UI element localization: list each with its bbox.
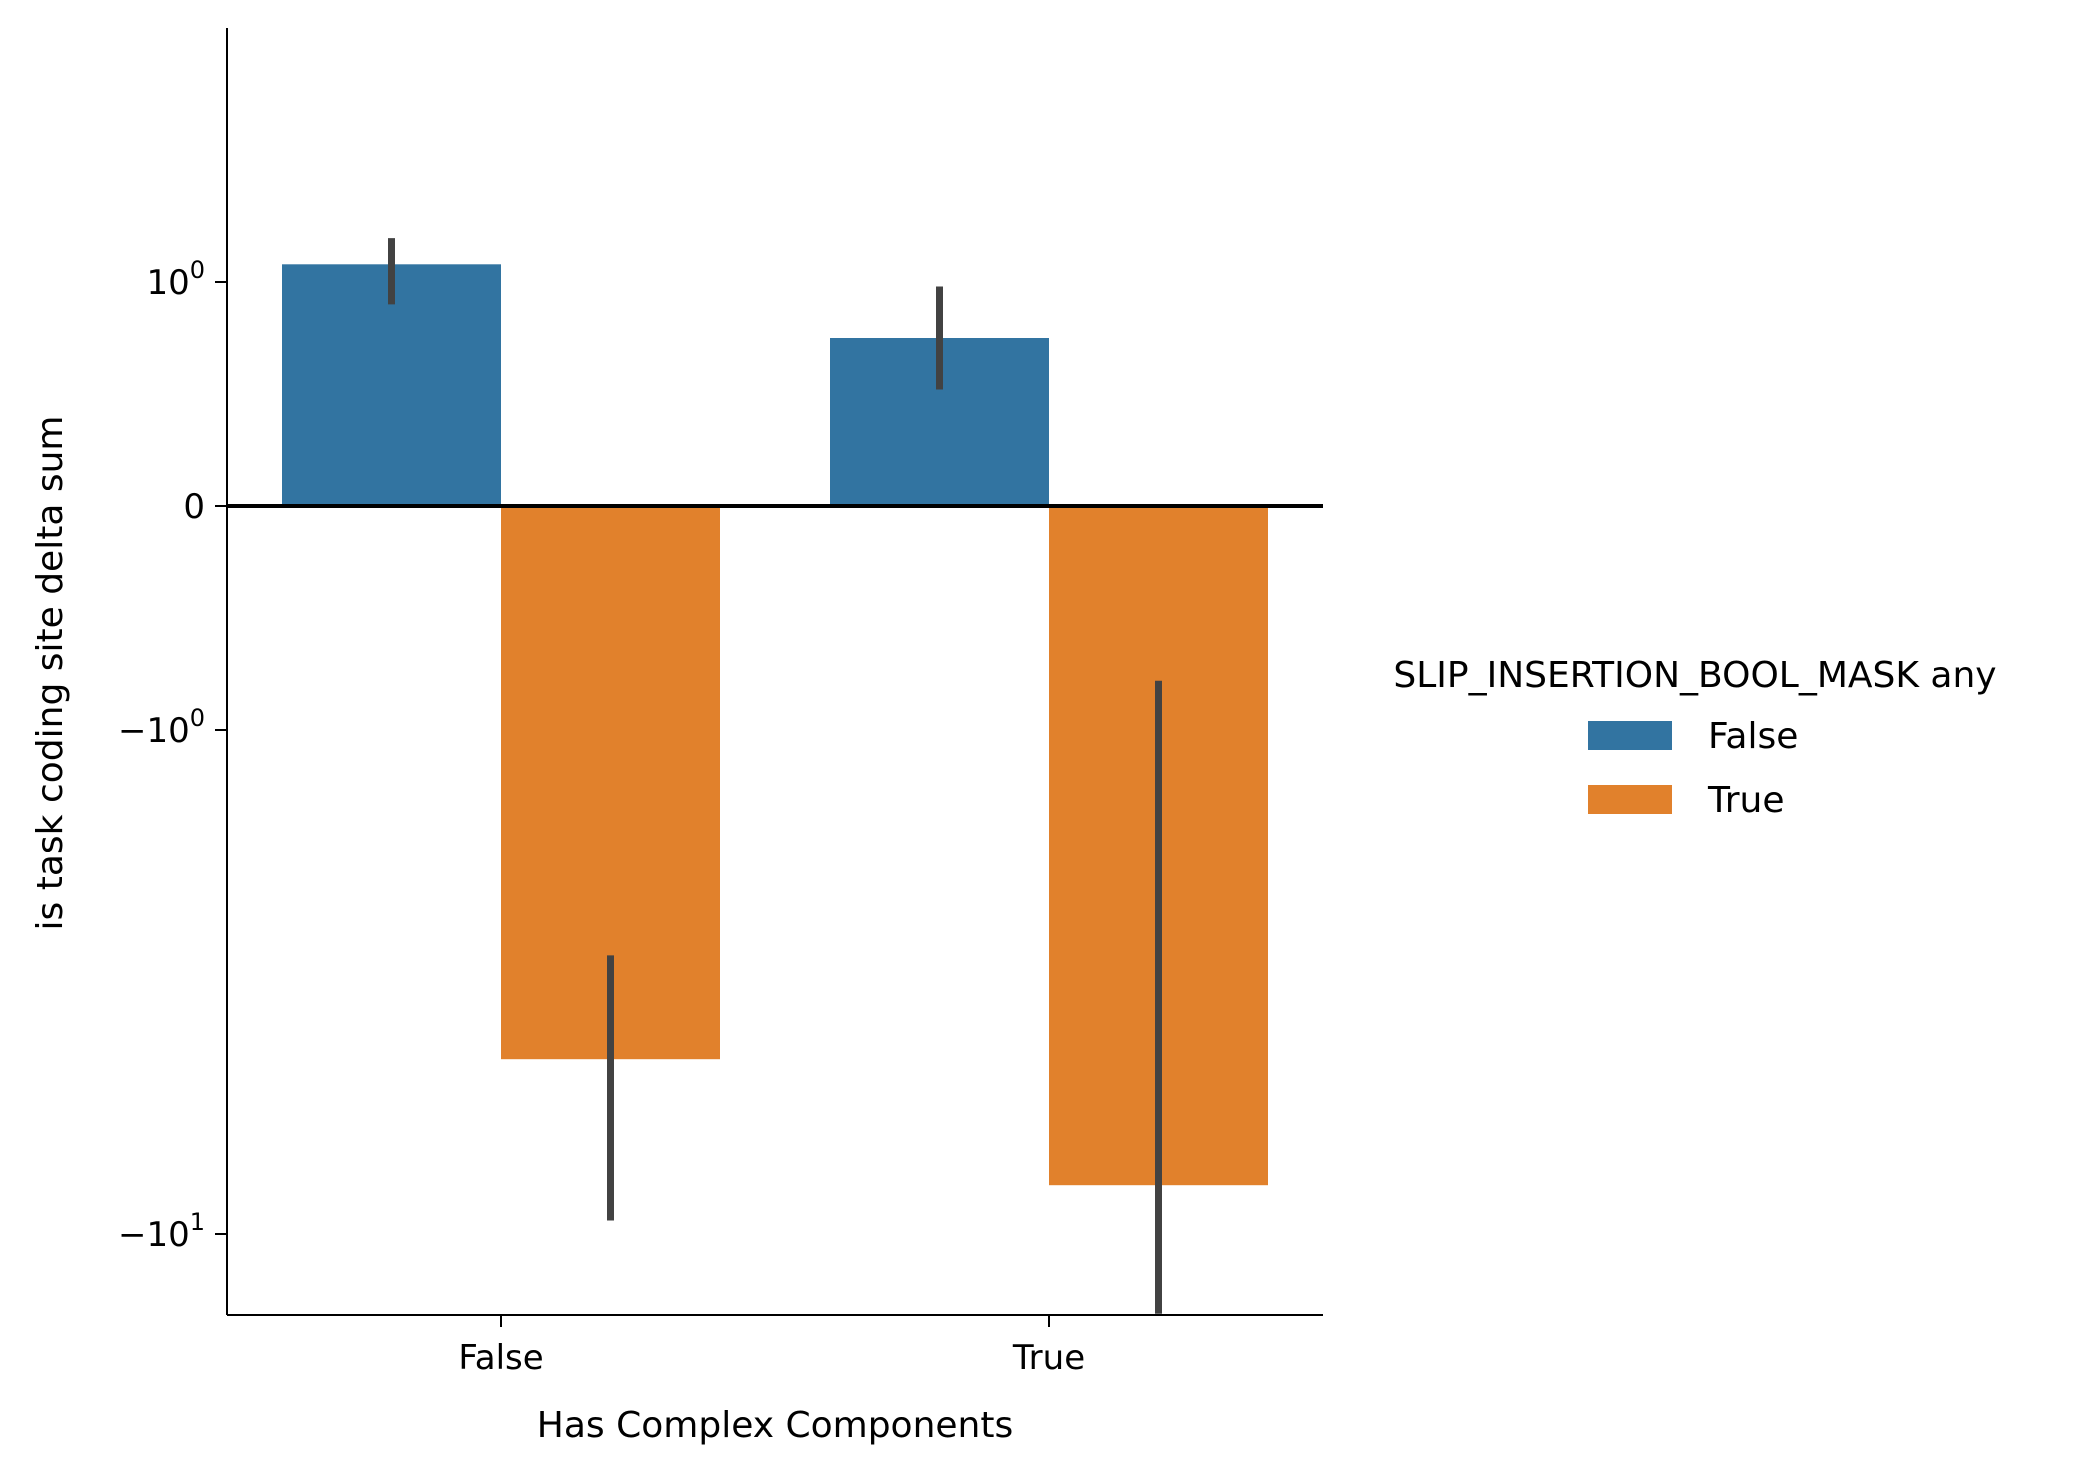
legend-entries: False True xyxy=(1588,716,1798,821)
x-tick-label: False xyxy=(458,1338,543,1378)
legend-label-true: True xyxy=(1707,780,1784,821)
x-ticks: False True xyxy=(458,1315,1085,1378)
y-tick-base: −10 xyxy=(118,711,190,751)
legend-label-false: False xyxy=(1708,716,1798,757)
y-tick-exponent: 1 xyxy=(190,1208,205,1236)
y-tick-label: 100 xyxy=(146,256,205,303)
legend-title: SLIP_INSERTION_BOOL_MASK any xyxy=(1393,655,1996,696)
plot-area xyxy=(282,264,1268,1186)
y-tick-label: −100 xyxy=(118,704,205,751)
error-bars xyxy=(388,238,1162,1314)
y-tick-exponent: 0 xyxy=(190,256,205,284)
y-tick-label: 0 xyxy=(183,487,205,527)
y-tick-base: −10 xyxy=(118,1215,190,1255)
y-tick-base: 10 xyxy=(146,263,189,303)
bar-false-false xyxy=(282,264,501,506)
y-tick-exponent: 0 xyxy=(190,704,205,732)
axes xyxy=(226,28,1323,1316)
y-axis-label: is task coding site delta sum xyxy=(30,416,71,931)
x-axis-label: Has Complex Components xyxy=(537,1405,1013,1446)
y-tick-label: −101 xyxy=(118,1208,205,1255)
x-tick-label: True xyxy=(1012,1338,1085,1378)
legend-swatch-true xyxy=(1588,785,1672,814)
legend: SLIP_INSERTION_BOOL_MASK any False True xyxy=(1393,655,1996,821)
legend-swatch-false xyxy=(1588,721,1672,750)
